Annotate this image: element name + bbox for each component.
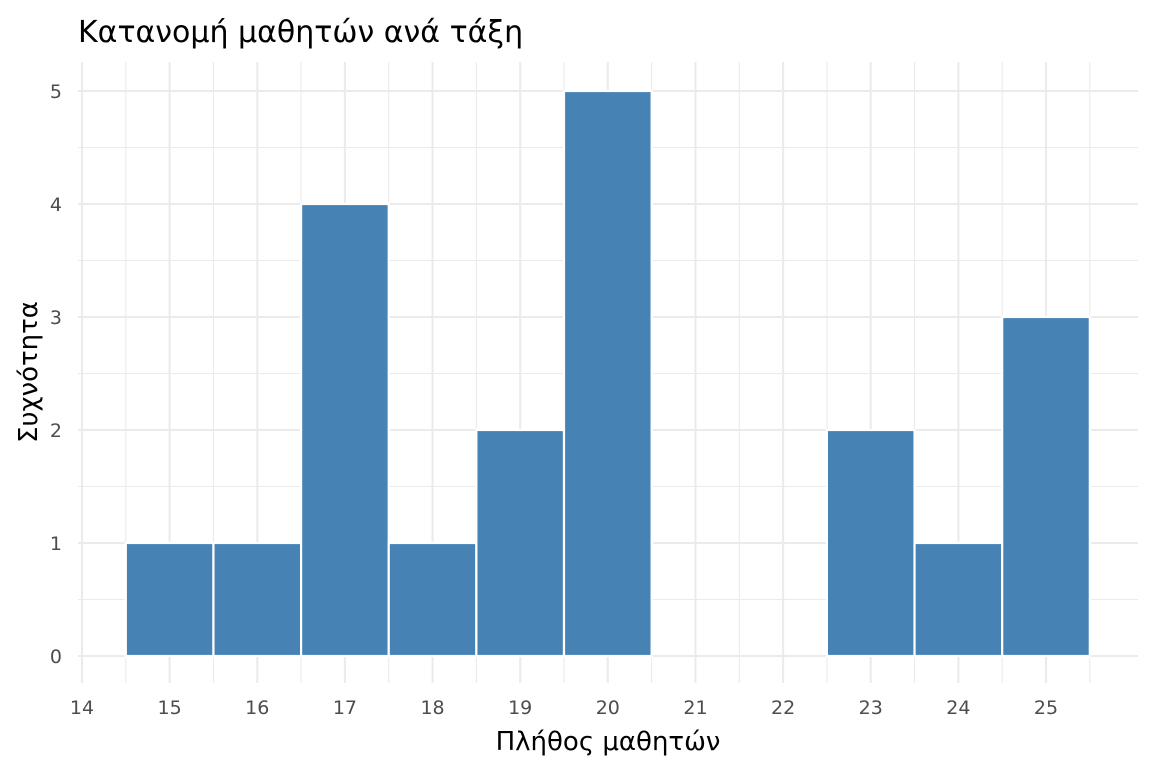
y-tick-label: 1 <box>50 533 62 555</box>
histogram-bar <box>1001 315 1091 658</box>
x-tick-label: 16 <box>245 697 269 719</box>
y-tick-label: 3 <box>50 307 62 329</box>
histogram-bar <box>387 541 478 658</box>
y-tick-label: 5 <box>50 81 62 103</box>
chart-title: Κατανομή μαθητών ανά τάξη <box>78 15 523 50</box>
x-tick-label: 22 <box>771 697 795 719</box>
x-tick-label: 18 <box>420 697 444 719</box>
x-tick-label: 20 <box>596 697 620 719</box>
x-tick-label: 23 <box>859 697 883 719</box>
x-tick-label: 24 <box>946 697 970 719</box>
y-axis-title: Συχνότητα <box>14 301 44 443</box>
histogram-bar <box>475 428 566 658</box>
histogram-bar <box>825 428 916 658</box>
bars <box>124 89 1091 658</box>
y-tick-label: 2 <box>50 420 62 442</box>
x-axis-title: Πλήθος μαθητών <box>496 727 721 757</box>
y-tick-label: 4 <box>50 194 62 216</box>
x-tick-label: 14 <box>70 697 94 719</box>
x-tick-label: 15 <box>158 697 182 719</box>
x-tick-label: 21 <box>683 697 707 719</box>
x-tick-label: 17 <box>333 697 357 719</box>
x-tick-label: 19 <box>508 697 532 719</box>
y-tick-labels: 0 1 2 3 4 5 <box>50 81 62 668</box>
x-tick-label: 25 <box>1034 697 1058 719</box>
histogram-bar <box>913 541 1004 658</box>
y-tick-label: 0 <box>50 646 62 668</box>
x-tick-labels: 14 15 16 17 18 19 20 21 22 23 24 25 <box>70 697 1058 719</box>
histogram-bar <box>212 541 303 658</box>
histogram-bar <box>124 541 215 658</box>
histogram-bar <box>562 89 653 658</box>
histogram-bar <box>299 202 390 658</box>
